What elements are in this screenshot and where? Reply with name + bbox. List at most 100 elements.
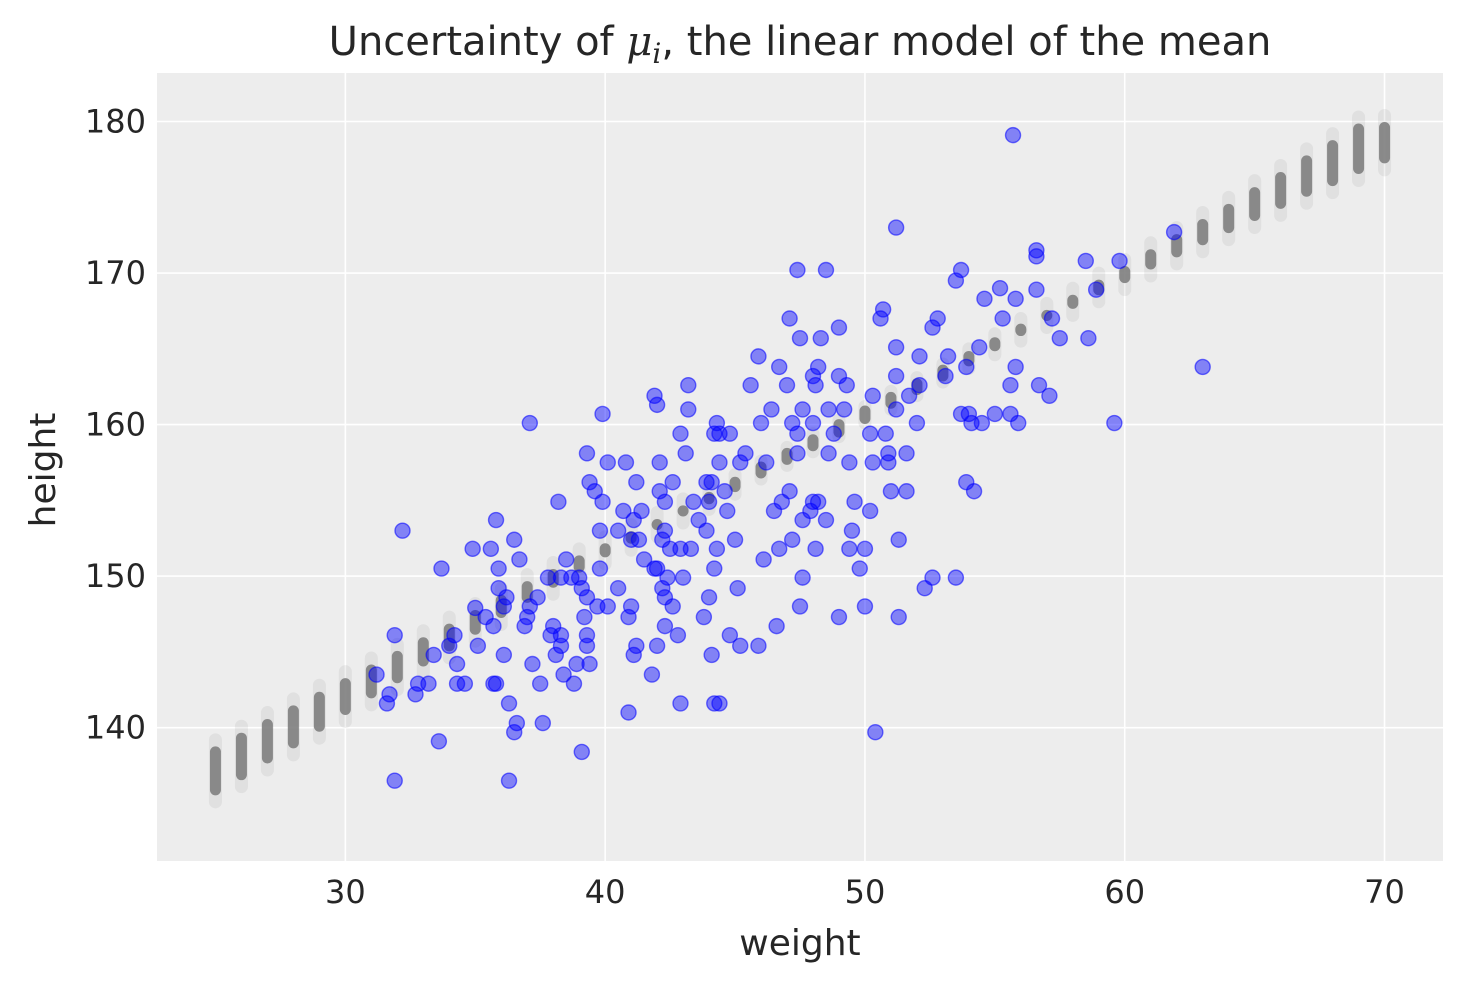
observation-point bbox=[882, 483, 900, 500]
observation-point bbox=[581, 473, 598, 491]
observation-point bbox=[1106, 414, 1123, 432]
x-tick-label: 50 bbox=[845, 873, 886, 911]
observation-point bbox=[765, 502, 783, 520]
observation-point bbox=[677, 445, 694, 462]
observation-point bbox=[794, 511, 811, 529]
observation-point bbox=[519, 608, 536, 626]
observation-point bbox=[861, 502, 879, 520]
observation-point bbox=[898, 445, 915, 462]
observation-point bbox=[721, 425, 739, 442]
observation-point bbox=[864, 454, 881, 471]
observation-point bbox=[630, 531, 648, 548]
observation-point bbox=[565, 675, 583, 692]
observation-point bbox=[711, 695, 728, 712]
y-tick-label: 140 bbox=[85, 709, 146, 747]
observation-point bbox=[1041, 387, 1058, 404]
observation-point bbox=[794, 569, 811, 586]
observation-point bbox=[771, 540, 788, 558]
observation-point bbox=[620, 704, 637, 721]
observation-point bbox=[1010, 414, 1027, 432]
observation-point bbox=[625, 511, 642, 529]
observation-point bbox=[843, 522, 861, 539]
observation-point bbox=[615, 502, 632, 520]
observation-point bbox=[532, 675, 549, 692]
observation-point bbox=[568, 655, 585, 673]
observation-point bbox=[386, 772, 403, 789]
observation-point bbox=[841, 540, 858, 558]
observation-point bbox=[1080, 329, 1097, 347]
observation-point bbox=[1002, 376, 1019, 394]
observation-point bbox=[965, 483, 983, 500]
observation-point bbox=[656, 493, 674, 511]
observation-point bbox=[872, 310, 889, 327]
observation-point bbox=[594, 405, 611, 423]
observation-point bbox=[838, 376, 855, 394]
observation-point bbox=[1007, 358, 1024, 376]
observation-point bbox=[994, 310, 1011, 327]
observation-point bbox=[778, 376, 796, 394]
observation-point bbox=[508, 714, 526, 732]
observation-point bbox=[880, 454, 897, 471]
observation-point bbox=[682, 540, 700, 558]
observation-point bbox=[737, 445, 754, 462]
observation-point bbox=[887, 367, 905, 385]
observation-point bbox=[500, 695, 518, 712]
observation-point bbox=[646, 387, 663, 404]
observation-point bbox=[651, 454, 668, 471]
observation-point bbox=[664, 598, 681, 615]
observation-point bbox=[937, 367, 954, 385]
y-axis-ticks: 140 150 160 170 180 bbox=[85, 102, 146, 746]
observation-point bbox=[706, 695, 723, 712]
observation-point bbox=[729, 580, 746, 597]
observation-point bbox=[890, 608, 907, 626]
observation-point bbox=[594, 493, 611, 511]
observation-point bbox=[648, 637, 666, 655]
observation-point bbox=[487, 511, 505, 529]
observation-point bbox=[573, 580, 590, 597]
observation-point bbox=[534, 714, 551, 732]
observation-point bbox=[958, 358, 975, 376]
observation-point bbox=[771, 358, 788, 376]
observation-point bbox=[487, 675, 505, 692]
observation-point bbox=[506, 723, 523, 741]
observation-point bbox=[874, 301, 892, 318]
observation-point bbox=[485, 617, 502, 635]
observation-point bbox=[698, 522, 715, 539]
observation-point bbox=[916, 580, 933, 597]
observation-point bbox=[1087, 281, 1105, 298]
x-tick-label: 70 bbox=[1364, 873, 1405, 911]
observation-point bbox=[789, 445, 806, 462]
observation-point bbox=[841, 454, 858, 471]
observation-point bbox=[448, 655, 466, 673]
observation-point bbox=[591, 560, 609, 577]
observation-point bbox=[669, 627, 687, 644]
observation-point bbox=[581, 655, 598, 673]
observation-point bbox=[781, 310, 798, 327]
observation-point bbox=[599, 598, 616, 615]
observation-point bbox=[929, 310, 946, 327]
observation-point bbox=[469, 637, 487, 655]
observation-point bbox=[552, 637, 570, 655]
observation-point bbox=[378, 695, 396, 712]
observation-point bbox=[498, 589, 515, 606]
observation-point bbox=[591, 522, 609, 539]
observation-point bbox=[789, 425, 806, 442]
observation-point bbox=[716, 483, 733, 500]
observation-point bbox=[464, 540, 481, 558]
observation-point bbox=[851, 560, 868, 577]
observation-point bbox=[755, 551, 772, 568]
observation-point bbox=[856, 540, 874, 558]
observation-point bbox=[420, 675, 437, 692]
observation-point bbox=[672, 425, 689, 442]
observation-point bbox=[524, 655, 541, 673]
chart-title: Uncertainty of μi, the linear model of t… bbox=[329, 19, 1272, 70]
observation-point bbox=[809, 358, 827, 376]
observation-point bbox=[609, 522, 627, 539]
observation-point bbox=[394, 522, 411, 539]
observation-point bbox=[643, 666, 661, 683]
observation-point bbox=[1030, 376, 1048, 394]
observation-point bbox=[511, 551, 528, 568]
y-tick-label: 160 bbox=[85, 406, 146, 444]
observation-point bbox=[750, 348, 767, 365]
